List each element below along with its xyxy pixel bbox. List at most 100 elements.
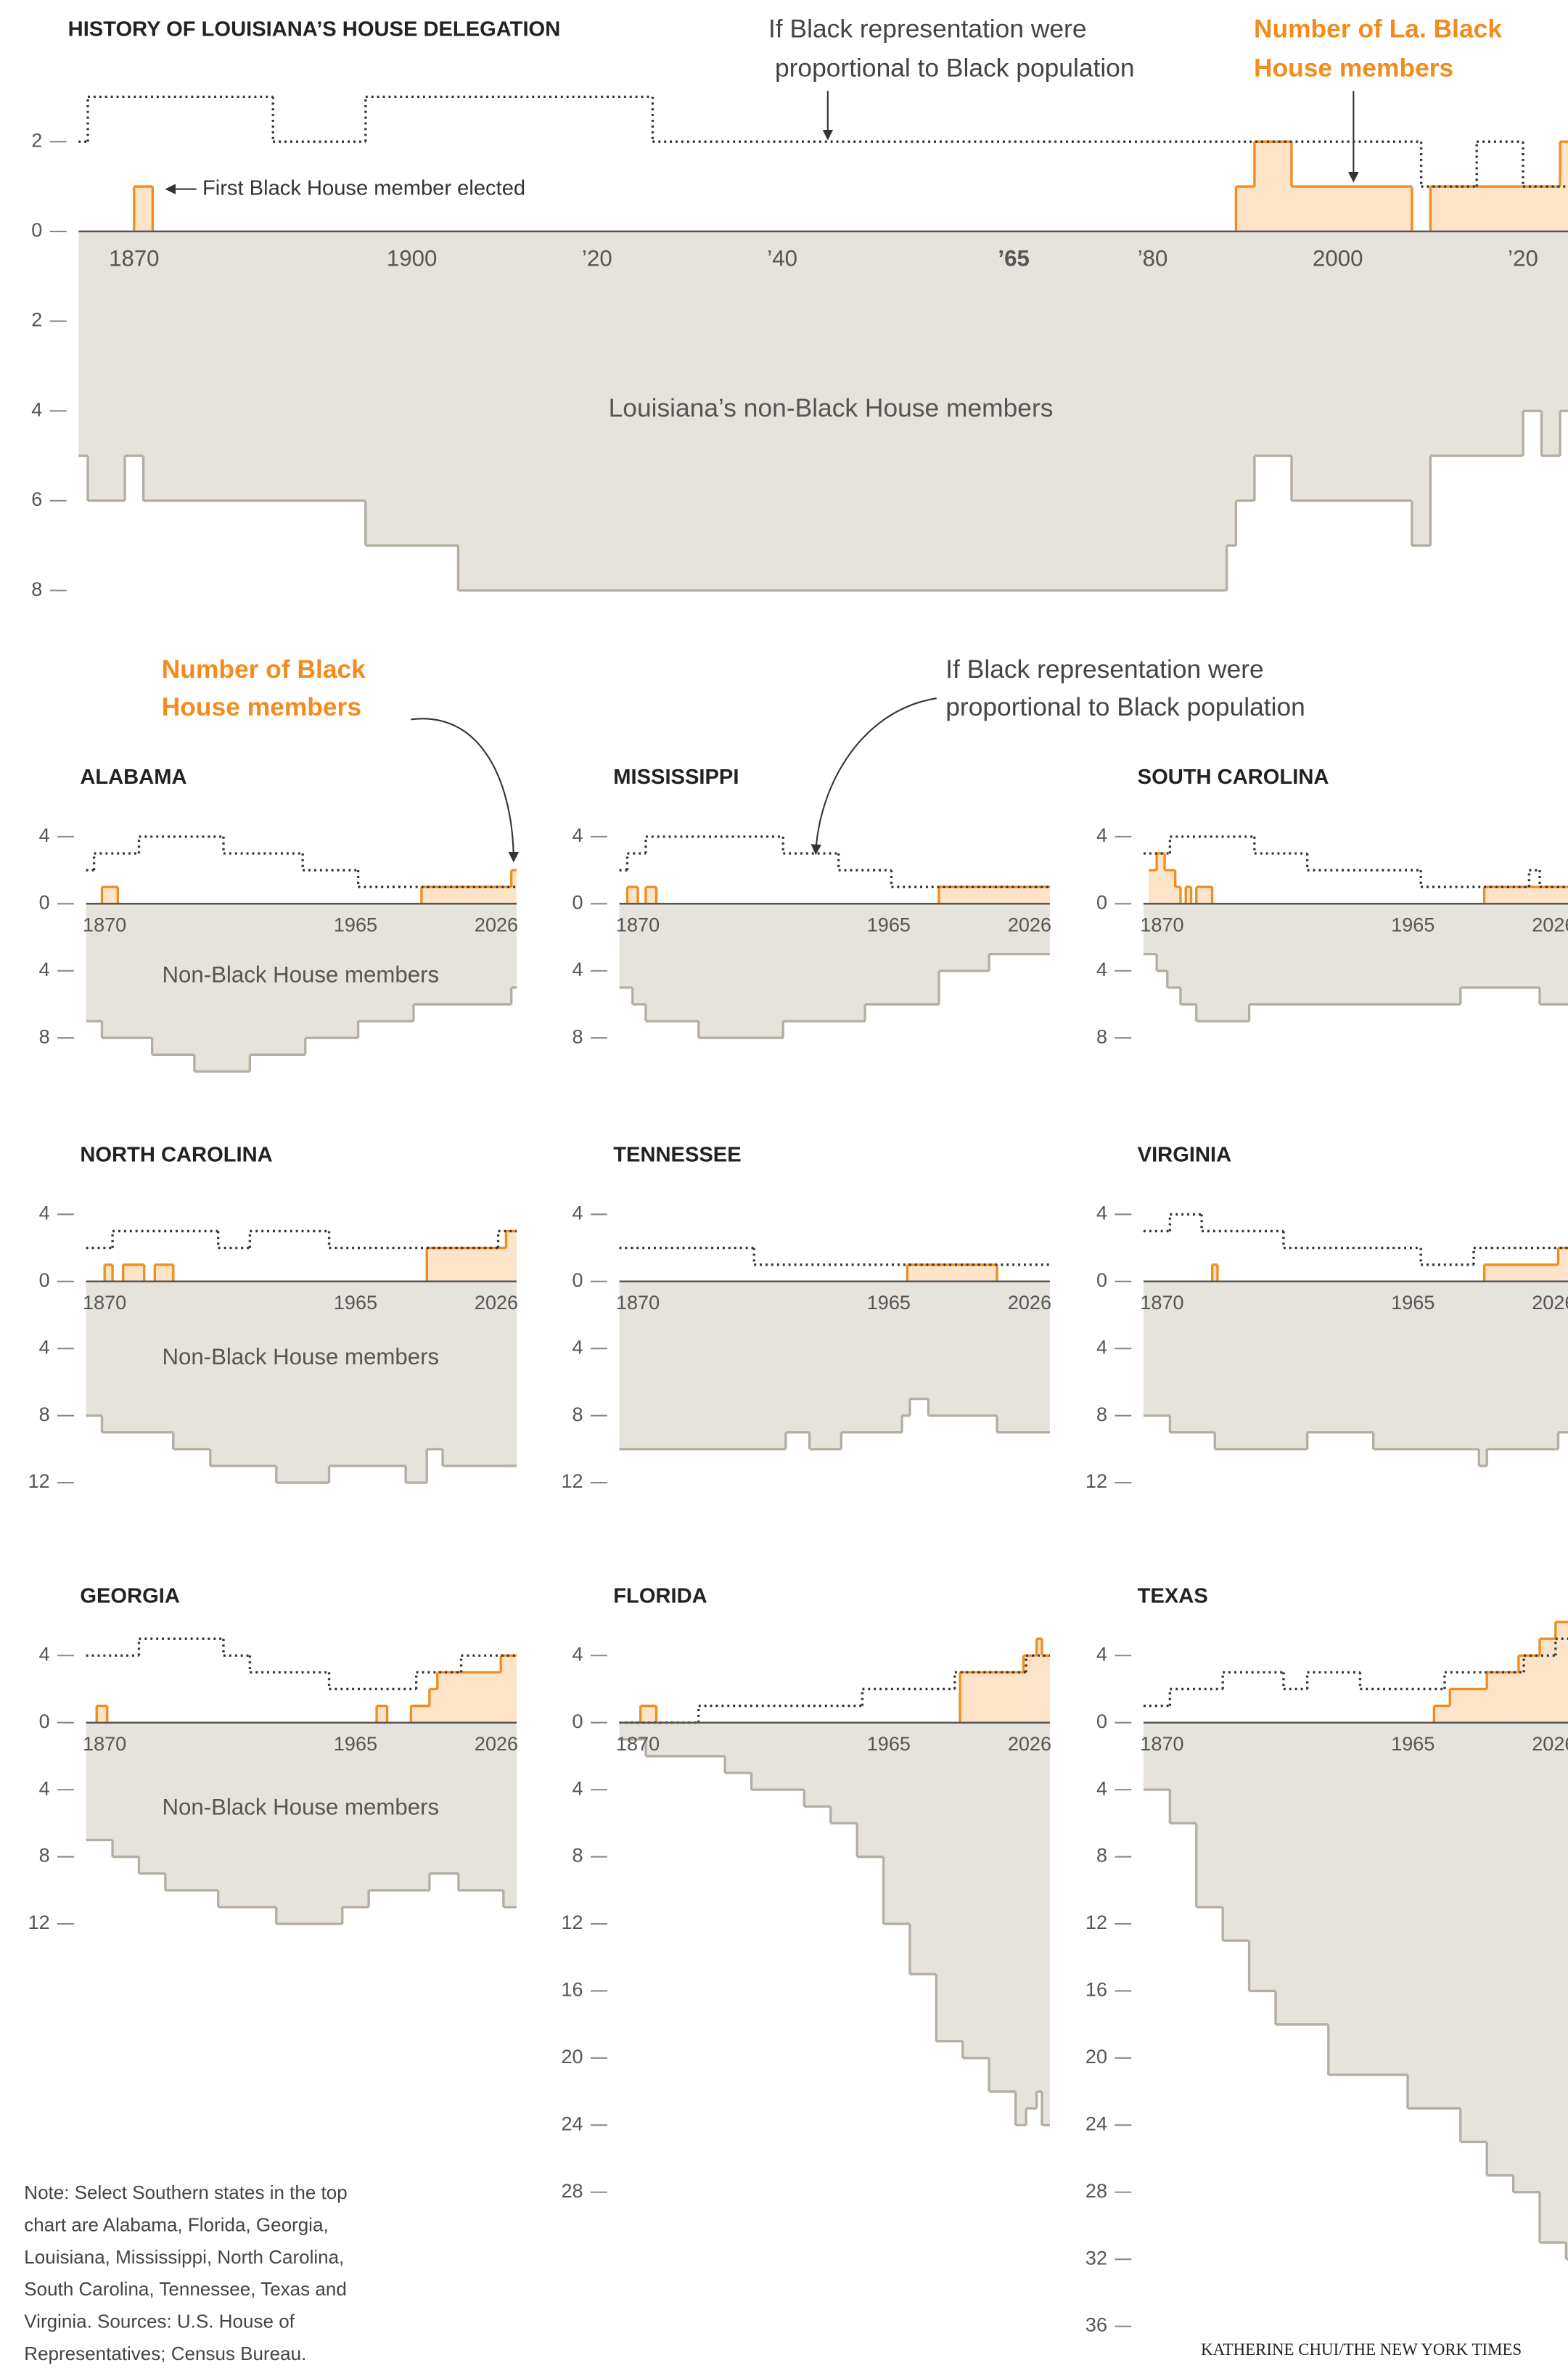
y-tick-label: 8 (39, 1845, 50, 1867)
step-area (276, 1722, 342, 1925)
y-tick-label: 2 (31, 129, 42, 151)
step-connector (639, 1639, 1043, 1723)
y-tick-label: 0 (1096, 1269, 1107, 1291)
x-tick-label: 1870 (1140, 1733, 1183, 1755)
step-area (1143, 1281, 1170, 1416)
x-tick-label: 2026 (1532, 914, 1568, 936)
step-area (1015, 1722, 1027, 2126)
step-area (427, 1281, 443, 1449)
step-area (1157, 904, 1167, 971)
y-tick-label: 8 (1096, 1025, 1107, 1047)
annotation: First Black House member elected (202, 176, 525, 200)
non-black-area (1143, 904, 1568, 1023)
step-area (377, 1705, 387, 1723)
step-area (907, 1264, 998, 1282)
step-area (725, 1722, 752, 1774)
y-tick-label: 12 (28, 1912, 50, 1933)
step-area (429, 1722, 459, 1874)
step-area (1170, 1281, 1215, 1433)
y-tick-label: 8 (572, 1025, 583, 1047)
step-connector (137, 1639, 463, 1689)
y-tick-label: 20 (1085, 2046, 1107, 2068)
step-connector (1155, 954, 1541, 1022)
step-connector (111, 1840, 505, 1925)
step-area (1540, 1722, 1567, 2243)
annotation: Non-Black House members (162, 962, 439, 987)
y-tick-label: 8 (572, 1845, 583, 1867)
y-tick-label: 28 (1085, 2180, 1107, 2202)
step-area (1434, 1722, 1461, 2109)
x-tick-label: ’65 (998, 246, 1029, 271)
x-tick-label: 2026 (475, 1733, 518, 1755)
step-area (1411, 231, 1431, 546)
arrow (411, 718, 520, 863)
y-tick-label: 8 (572, 1404, 583, 1425)
step-area (102, 904, 152, 1038)
step-area (619, 904, 633, 988)
y-tick-label: 6 (31, 488, 42, 510)
chart-title: ALABAMA (80, 766, 186, 789)
step-area (143, 231, 366, 501)
step-area (369, 1722, 430, 1890)
non-black-area (619, 1281, 1050, 1451)
step-area (1275, 1722, 1329, 2025)
y-tick-label: 4 (31, 398, 42, 420)
annotation: Non-Black House members (162, 1344, 439, 1369)
step-area (1430, 231, 1524, 456)
black-area (639, 1637, 1050, 1723)
chart-title: SOUTH CAROLINA (1138, 766, 1329, 789)
step-area (503, 1722, 517, 1907)
y-tick-label: 0 (39, 1269, 50, 1291)
non-black-area (619, 904, 1050, 1039)
y-tick-label: 0 (39, 891, 50, 913)
step-connector (95, 1655, 502, 1723)
step-area (86, 904, 102, 1022)
proportional-line (1143, 1213, 1568, 1266)
step-area (104, 1264, 113, 1282)
step-area (1041, 1655, 1050, 1723)
x-tick-label: ’80 (1138, 246, 1168, 271)
step-area (443, 1281, 506, 1466)
step-area (1167, 904, 1181, 988)
step-area (250, 904, 305, 1055)
step-area (1254, 142, 1292, 232)
note-line: Representatives; Census Bureau. (24, 2343, 306, 2364)
non-black-area (86, 1281, 517, 1484)
step-area (218, 1722, 276, 1907)
callout: proportional to Black population (945, 693, 1305, 721)
annotation: Non-Black House members (162, 1795, 439, 1820)
step-area (1555, 1622, 1568, 1723)
x-tick-label: 1870 (616, 1292, 660, 1314)
step-area (962, 1722, 990, 2058)
step-area (1328, 1722, 1408, 2075)
step-area (1036, 1639, 1042, 1723)
step-area (365, 231, 459, 546)
x-tick-label: 1870 (83, 1292, 126, 1314)
step-area (1236, 187, 1255, 232)
note-line: South Carolina, Tennessee, Texas and (24, 2278, 347, 2300)
step-area (1460, 1722, 1487, 2142)
step-area (511, 904, 517, 988)
non-black-area (86, 1722, 517, 1925)
x-tick-label: 1965 (1391, 1733, 1434, 1755)
step-connector (133, 142, 1561, 232)
step-area (1165, 870, 1175, 904)
y-tick-label: 12 (28, 1470, 50, 1492)
y-tick-label: 8 (39, 1404, 50, 1425)
black-area (1432, 1621, 1568, 1723)
chart-title: GEORGIA (80, 1585, 180, 1608)
x-tick-label: 1965 (334, 914, 377, 936)
y-tick-label: 12 (1085, 1470, 1107, 1492)
step-connector (1168, 1415, 1560, 1466)
step-area (1026, 1722, 1037, 2109)
x-tick-label: ’40 (767, 246, 797, 271)
y-tick-label: 36 (1085, 2314, 1107, 2336)
step-area (427, 1247, 506, 1282)
step-area (125, 231, 144, 456)
y-tick-label: 28 (562, 2180, 583, 2202)
step-area (997, 1281, 1050, 1433)
step-connector (100, 870, 513, 904)
step-area (1249, 904, 1461, 1004)
